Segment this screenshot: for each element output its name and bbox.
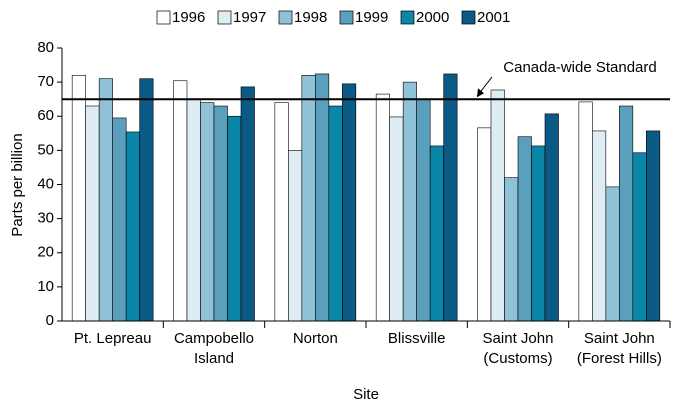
x-tick-label-line: Pt. Lepreau <box>74 330 152 347</box>
bar <box>592 130 607 322</box>
bar <box>71 75 86 322</box>
bar <box>213 105 228 322</box>
bar <box>186 98 201 322</box>
legend-label: 2001 <box>477 9 510 26</box>
legend-label: 1998 <box>294 9 327 26</box>
bar <box>477 127 492 322</box>
bar <box>578 101 593 322</box>
bar <box>531 145 546 322</box>
x-tick-label: Norton <box>293 330 338 347</box>
legend-label: 1997 <box>233 9 266 26</box>
annotation: Canada-wide Standard <box>503 59 656 76</box>
bar <box>632 152 647 322</box>
legend-label: 1996 <box>172 9 205 26</box>
y-tick-label: 30 <box>37 210 54 227</box>
bar <box>85 105 100 322</box>
x-tick-label: Campobello Island <box>174 330 254 367</box>
y-tick-label: 60 <box>37 107 54 124</box>
bar <box>375 93 390 322</box>
bar <box>288 150 303 322</box>
bar <box>274 102 289 322</box>
y-tick-label: 40 <box>37 175 54 192</box>
y-tick-label: 70 <box>37 73 54 90</box>
x-tick-label-line: Saint John <box>483 330 554 347</box>
bar <box>402 81 417 322</box>
bar <box>605 186 620 322</box>
legend-swatch <box>278 10 293 25</box>
arrow-head <box>477 88 484 98</box>
bar <box>646 130 661 322</box>
y-tick-label: 0 <box>46 312 54 329</box>
legend-label: 1999 <box>355 9 388 26</box>
bar <box>125 131 140 322</box>
legend-swatch <box>339 10 354 25</box>
bar <box>416 98 431 322</box>
x-tick-label: Blissville <box>388 330 446 347</box>
x-tick-label: Saint John (Customs) <box>483 330 554 367</box>
x-tick-label-line: (Customs) <box>483 350 552 367</box>
bar <box>227 115 242 322</box>
legend-swatch <box>156 10 171 25</box>
bar <box>504 177 519 322</box>
bar <box>173 80 188 322</box>
bar <box>112 117 127 322</box>
legend-swatch <box>461 10 476 25</box>
bar <box>301 75 316 322</box>
bar <box>139 78 154 322</box>
y-tick-label: 80 <box>37 39 54 56</box>
legend-swatch <box>400 10 415 25</box>
bar <box>443 73 458 322</box>
bar <box>490 89 505 322</box>
bar <box>328 105 343 322</box>
x-tick-label: Saint John (Forest Hills) <box>577 330 662 367</box>
bar <box>429 145 444 322</box>
bar <box>342 83 357 322</box>
x-tick-label-line: Saint John <box>584 330 655 347</box>
bar <box>315 73 330 322</box>
y-tick-label: 10 <box>37 278 54 295</box>
x-tick-label-line: Norton <box>293 330 338 347</box>
x-tick-label-line: Island <box>194 350 234 367</box>
x-tick-label-line: Blissville <box>388 330 446 347</box>
legend-swatch <box>217 10 232 25</box>
y-tick-label: 50 <box>37 141 54 158</box>
legend-label: 2000 <box>416 9 449 26</box>
bar <box>98 78 113 322</box>
bar <box>544 113 559 322</box>
x-tick-label-line: (Forest Hills) <box>577 350 662 367</box>
bar <box>619 105 634 322</box>
y-axis-label: Parts per billion <box>9 133 26 236</box>
bar <box>240 86 255 322</box>
bar <box>200 102 215 322</box>
bar <box>517 136 532 322</box>
x-tick-label: Pt. Lepreau <box>74 330 152 347</box>
x-axis-label: Site <box>353 386 379 403</box>
bar <box>389 116 404 322</box>
y-tick-label: 20 <box>37 244 54 261</box>
x-tick-label-line: Campobello <box>174 330 254 347</box>
